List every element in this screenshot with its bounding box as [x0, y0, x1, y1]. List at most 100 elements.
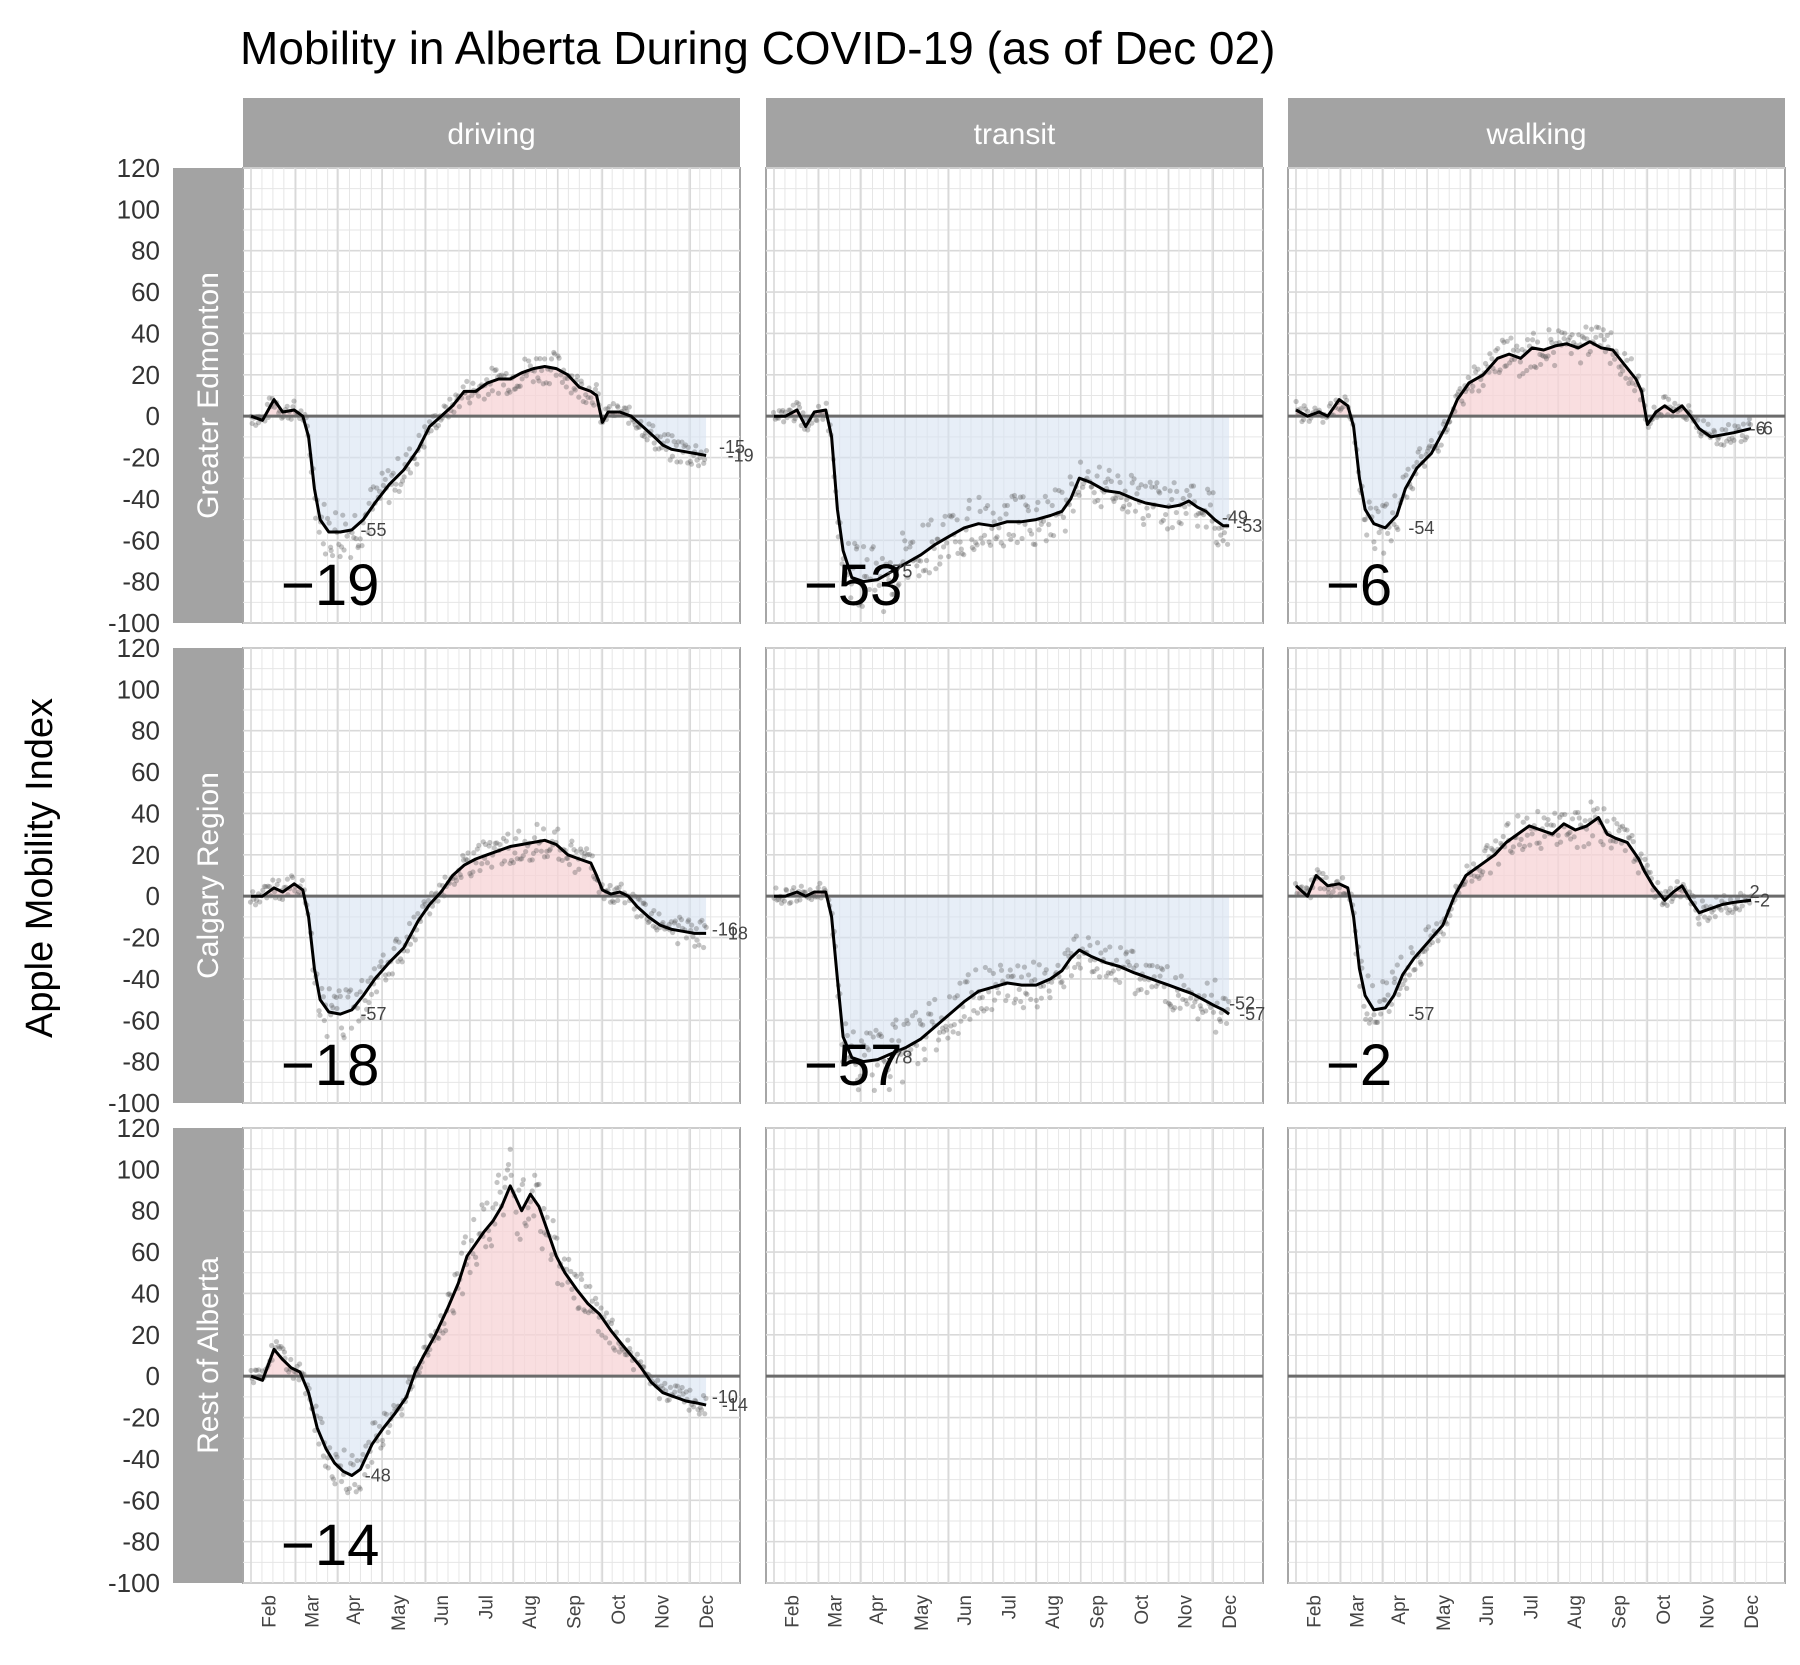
- data-point: [1600, 842, 1606, 848]
- current-value: −57: [804, 1033, 902, 1098]
- data-point: [591, 402, 597, 408]
- y-tick-label: -20: [122, 923, 160, 953]
- data-point: [492, 367, 498, 374]
- data-point: [1504, 338, 1510, 344]
- data-point: [958, 546, 964, 552]
- data-point: [962, 979, 968, 985]
- data-point: [1723, 427, 1729, 433]
- data-point: [1545, 353, 1551, 359]
- data-point: [273, 1339, 280, 1345]
- data-point: [952, 539, 959, 545]
- data-point: [1483, 845, 1489, 851]
- data-point: [1178, 973, 1184, 979]
- data-point: [798, 422, 804, 429]
- data-point: [1118, 494, 1124, 500]
- data-point: [1008, 536, 1014, 543]
- data-point: [1375, 508, 1381, 515]
- value-label: -49: [1222, 508, 1248, 528]
- data-point: [1030, 541, 1036, 547]
- data-point: [1094, 966, 1100, 972]
- data-point: [1018, 974, 1025, 980]
- data-point: [869, 546, 875, 552]
- data-point: [677, 459, 684, 465]
- data-point: [585, 394, 591, 401]
- value-label: -52: [1229, 994, 1255, 1014]
- data-point: [274, 881, 280, 888]
- data-point: [433, 425, 440, 431]
- data-point: [794, 399, 800, 406]
- data-point: [866, 586, 873, 593]
- data-point: [648, 911, 655, 917]
- data-point: [1418, 961, 1424, 967]
- data-point: [343, 1486, 349, 1492]
- data-point: [396, 488, 402, 495]
- data-point: [940, 521, 946, 528]
- data-point: [938, 554, 944, 560]
- data-point: [928, 517, 934, 523]
- data-point: [386, 499, 392, 506]
- data-point: [366, 500, 372, 506]
- data-point: [898, 1051, 904, 1057]
- data-point: [850, 565, 856, 571]
- data-point: [815, 885, 821, 891]
- data-point: [1557, 839, 1564, 845]
- data-point: [1326, 403, 1333, 409]
- data-point: [1032, 541, 1038, 548]
- panel-rest-of-alberta-transit: [765, 1127, 1264, 1584]
- data-point: [987, 542, 993, 548]
- data-point: [399, 478, 406, 484]
- data-point: [533, 1182, 539, 1188]
- data-point: [566, 1256, 572, 1262]
- data-point: [1488, 845, 1494, 851]
- data-point: [1323, 874, 1329, 881]
- value-label: -57: [1408, 1004, 1434, 1024]
- data-point: [1473, 369, 1479, 375]
- data-point: [581, 1307, 587, 1313]
- data-point: [674, 1383, 681, 1389]
- data-point: [1013, 996, 1019, 1002]
- data-point: [260, 887, 266, 893]
- data-point: [1226, 999, 1232, 1005]
- data-point: [526, 358, 532, 364]
- data-point: [559, 857, 565, 864]
- data-point: [860, 544, 867, 550]
- value-label: -10: [712, 1387, 738, 1407]
- y-tick-label: -40: [122, 1444, 160, 1474]
- data-point: [252, 902, 259, 908]
- data-point: [994, 534, 1000, 540]
- data-point: [677, 914, 683, 920]
- data-point: [396, 939, 402, 945]
- data-point: [1642, 856, 1648, 862]
- data-point: [351, 534, 357, 541]
- data-point: [780, 407, 786, 414]
- value-label: -54: [1408, 518, 1434, 538]
- data-point: [1201, 512, 1207, 518]
- data-point: [571, 385, 577, 392]
- data-point: [1061, 984, 1067, 990]
- data-point: [1372, 1019, 1378, 1025]
- data-point: [1482, 360, 1489, 367]
- data-point: [1141, 521, 1147, 528]
- data-point: [1705, 917, 1711, 924]
- data-point: [1510, 844, 1516, 850]
- value-label: -6: [1757, 419, 1773, 439]
- x-tick-label: Dec: [1742, 1595, 1763, 1629]
- data-point: [534, 821, 540, 827]
- data-point: [547, 846, 553, 852]
- data-point: [1611, 816, 1617, 822]
- data-point: [1567, 829, 1573, 835]
- data-point: [321, 1017, 327, 1024]
- data-point: [1616, 364, 1622, 370]
- data-point: [681, 443, 687, 450]
- data-point: [345, 994, 351, 1000]
- data-point: [551, 829, 558, 835]
- data-point: [1183, 510, 1189, 517]
- data-point: [372, 1420, 378, 1426]
- data-point: [523, 848, 529, 855]
- data-point: [1011, 492, 1018, 499]
- data-point: [486, 1236, 493, 1242]
- data-point: [555, 826, 561, 832]
- data-point: [1604, 818, 1610, 824]
- data-point: [1469, 878, 1475, 884]
- data-point: [788, 899, 794, 906]
